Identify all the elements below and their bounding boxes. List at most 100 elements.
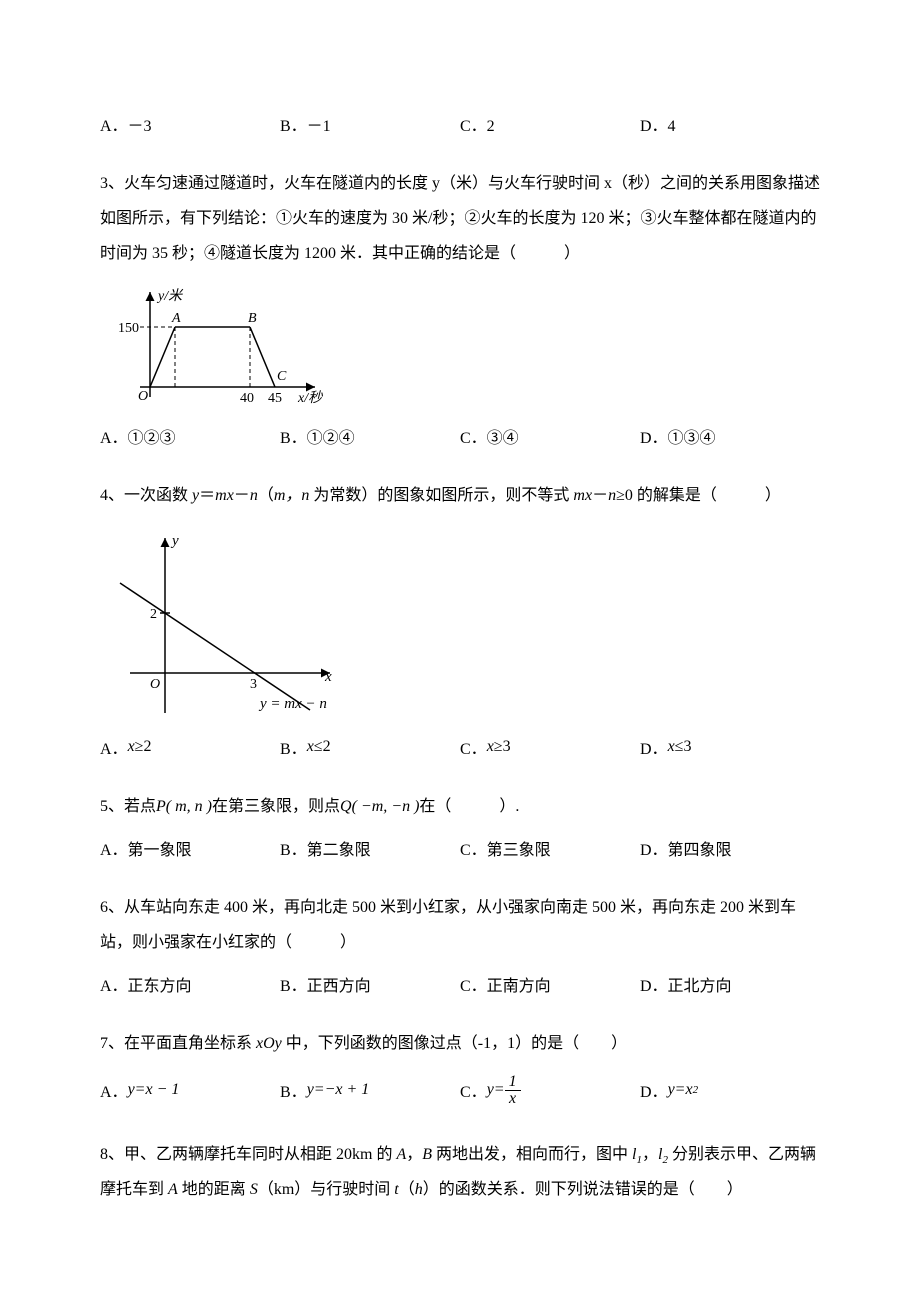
q7-B-rhs: −x + 1 — [325, 1081, 370, 1099]
q8-B: B — [422, 1146, 432, 1163]
q7-C-num: 1 — [505, 1074, 521, 1091]
q7-C: C．y = 1x — [460, 1074, 640, 1107]
q3-fig-O: O — [138, 389, 148, 404]
q6-C: C．正南方向 — [460, 972, 640, 996]
q5-post: 在（ ）. — [419, 798, 519, 815]
q4-pre: 4、一次函数 — [100, 487, 192, 504]
q2-C-text: C．2 — [460, 112, 495, 136]
q4-fig-O: O — [150, 677, 160, 692]
q4-stem: 4、一次函数 y＝mx－n（m，n 为常数）的图象如图所示，则不等式 mx－n≥… — [100, 478, 820, 513]
q7-C-den: x — [505, 1091, 521, 1107]
q6-A: A．正东方向 — [100, 972, 280, 996]
q3-fig-B: B — [248, 311, 257, 326]
q4-D-post: ≤3 — [675, 738, 692, 756]
q3-fig-ylabel: y/米 — [156, 288, 184, 304]
q8-S: S — [250, 1181, 258, 1198]
q7-post: 中，下列函数的图像过点（-1，1）的是（ ） — [282, 1035, 627, 1052]
q4-n2: n — [608, 487, 616, 504]
q7-B-pre: B． — [280, 1078, 307, 1102]
q8-a: 8、甲、乙两辆摩托车同时从相距 20km 的 — [100, 1146, 396, 1163]
q4-mid: （ — [258, 487, 274, 504]
q4-choices: A．x≥2 B．x≤2 C．x≥3 D．x≤3 — [100, 735, 820, 759]
q2-choice-D: D．4 — [640, 112, 820, 136]
q7-B-y: y — [307, 1081, 314, 1099]
q5-pre: 5、若点 — [100, 798, 156, 815]
q3-fig-40: 40 — [240, 391, 254, 406]
q3-fig-xlabel: x/秒 — [297, 390, 323, 406]
q4-figure: 2 3 O y x y = mx − n — [100, 523, 820, 723]
q7-A: A．y = x − 1 — [100, 1074, 280, 1107]
q5-Q: Q — [340, 798, 352, 815]
q4-fig-3: 3 — [250, 677, 257, 692]
q5-a2: ( −m, −n ) — [352, 798, 420, 815]
q3-stem: 3、火车匀速通过隧道时，火车在隧道内的长度 y（米）与火车行驶时间 x（秒）之间… — [100, 166, 820, 272]
q6-choices: A．正东方向 B．正西方向 C．正南方向 D．正北方向 — [100, 972, 820, 996]
q4-eq: ＝ — [199, 487, 215, 504]
q4-C-post: ≥3 — [494, 738, 511, 756]
q6-B: B．正西方向 — [280, 972, 460, 996]
q5-stem: 5、若点P( m, n )在第三象限，则点Q( −m, −n )在（ ）. — [100, 789, 820, 824]
q4-D-var: x — [668, 738, 675, 756]
q4-mid2: 为常数）的图象如图所示，则不等式 — [309, 487, 573, 504]
q7-C-pre: C． — [460, 1078, 487, 1102]
q5-A: A．第一象限 — [100, 836, 280, 860]
q3-fig-A: A — [171, 311, 181, 326]
q3-fig-C: C — [277, 369, 287, 384]
q8-uS: （km） — [258, 1181, 310, 1198]
q5-mid: 在第三象限，则点 — [212, 798, 340, 815]
q8-e: 与行驶时间 — [310, 1181, 394, 1198]
q7-D: D．y = x2 — [640, 1074, 820, 1107]
q5-choices: A．第一象限 B．第二象限 C．第三象限 D．第四象限 — [100, 836, 820, 860]
q3-B: B．①②④ — [280, 424, 460, 448]
q4-D: D．x≤3 — [640, 735, 820, 759]
q8-ut: （ — [399, 1181, 415, 1198]
q4-minus2: － — [592, 487, 608, 504]
q7-D-base: x — [685, 1081, 692, 1099]
q7-A-eq: = — [135, 1081, 146, 1099]
q3-figure: O y/米 x/秒 150 A B C 40 45 — [100, 282, 820, 412]
q2-A-text: A．－3 — [100, 112, 152, 136]
q2-B-text: B．－1 — [280, 112, 331, 136]
q4-B-pre: B． — [280, 735, 307, 759]
q5-B: B．第二象限 — [280, 836, 460, 860]
q4-fig-2: 2 — [150, 607, 157, 622]
q4-C: C．x≥3 — [460, 735, 640, 759]
q7-D-sup: 2 — [693, 1084, 699, 1096]
q8-c1: ， — [406, 1146, 422, 1163]
q7-D-eq: = — [675, 1081, 686, 1099]
q4-B-post: ≤2 — [314, 738, 331, 756]
q4-ge0: ≥0 — [616, 487, 633, 504]
q7-A-pre: A． — [100, 1078, 128, 1102]
q7-C-y: y — [487, 1081, 494, 1099]
q6-D: D．正北方向 — [640, 972, 820, 996]
q7-A-y: y — [128, 1081, 135, 1099]
q7-stem: 7、在平面直角坐标系 xOy 中，下列函数的图像过点（-1，1）的是（ ） — [100, 1026, 820, 1061]
q8-A: A — [396, 1146, 406, 1163]
q8-d: 地的距离 — [178, 1181, 250, 1198]
q4-A-post: ≥2 — [135, 738, 152, 756]
q2-choices: A．－3 B．－1 C．2 D．4 — [100, 112, 820, 136]
q3-choices: A．①②③ B．①②④ C．③④ D．①③④ — [100, 424, 820, 448]
q4-mx: mx — [215, 487, 234, 504]
q3-fig-45: 45 — [268, 391, 282, 406]
q7-A-rhs: x − 1 — [145, 1081, 179, 1099]
q7-choices: A．y = x − 1 B．y = −x + 1 C．y = 1x D．y = … — [100, 1074, 820, 1107]
q2-choice-A: A．－3 — [100, 112, 280, 136]
q7-D-y: y — [668, 1081, 675, 1099]
q5-C: C．第三象限 — [460, 836, 640, 860]
q4-fig-x: x — [324, 669, 332, 685]
q3-fig-150: 150 — [118, 321, 139, 336]
q2-choice-C: C．2 — [460, 112, 640, 136]
q8-b: 两地出发，相向而行，图中 — [432, 1146, 632, 1163]
q7-B-eq: = — [314, 1081, 325, 1099]
q4-fig-eqn: y = mx − n — [258, 696, 327, 712]
q4-n: n — [250, 487, 258, 504]
q3-A: A．①②③ — [100, 424, 280, 448]
q4-A-pre: A． — [100, 735, 128, 759]
q4-B-var: x — [307, 738, 314, 756]
q4-C-var: x — [487, 738, 494, 756]
q4-B: B．x≤2 — [280, 735, 460, 759]
q4-D-pre: D． — [640, 735, 668, 759]
q4-A: A．x≥2 — [100, 735, 280, 759]
q7-xoy: xOy — [256, 1035, 282, 1052]
